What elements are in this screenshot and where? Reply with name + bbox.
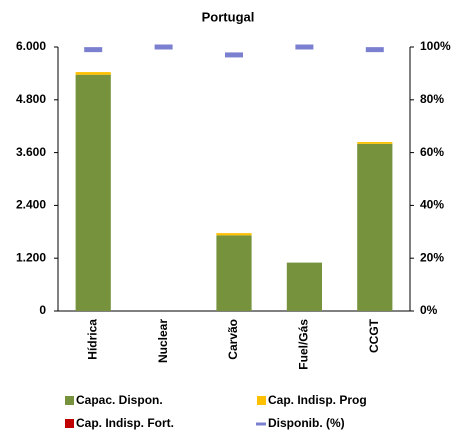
availability-marker: [225, 52, 243, 58]
x-tick-label: Carvão: [226, 319, 240, 360]
y-tick-label: 4.800: [16, 92, 46, 106]
bar-segment: [286, 262, 322, 311]
x-tick-label: Nuclear: [156, 319, 170, 363]
y2-tick-label: 60%: [420, 145, 444, 159]
legend-label: Cap. Indisp. Prog: [268, 393, 367, 407]
y-tick-label: 2.400: [16, 198, 46, 212]
x-tick-label: Fuel/Gás: [297, 319, 311, 370]
y2-tick-label: 20%: [420, 250, 444, 264]
legend-label: Disponib. (%): [268, 416, 345, 430]
y-tick-label: 6.000: [16, 39, 46, 53]
legend-swatch: [257, 396, 266, 405]
y2-tick-label: 80%: [420, 92, 444, 106]
y2-tick-label: 0%: [420, 303, 438, 317]
availability-marker: [84, 47, 103, 53]
bar-segment: [216, 235, 252, 311]
y-tick-label: 3.600: [16, 145, 46, 159]
x-tick-label: CCGT: [367, 318, 381, 353]
y2-tick-label: 100%: [420, 39, 451, 53]
legend-label: Capac. Dispon.: [76, 393, 163, 407]
legend-label: Cap. Indisp. Fort.: [76, 416, 174, 430]
chart-title: Portugal: [202, 9, 255, 24]
bar-segment: [357, 143, 393, 311]
bar-segment: [75, 74, 111, 311]
x-tick-label: Hídrica: [85, 319, 99, 360]
y2-tick-label: 40%: [420, 198, 444, 212]
bar-segment: [216, 233, 252, 236]
bar-segment: [357, 142, 393, 144]
legend-swatch: [65, 419, 74, 428]
availability-marker: [154, 44, 173, 50]
y-tick-label: 0: [39, 303, 46, 317]
y-tick-label: 1.200: [16, 250, 46, 264]
availability-marker: [365, 47, 384, 53]
availability-marker: [295, 44, 314, 50]
legend-swatch: [65, 396, 74, 405]
bar-segment: [75, 72, 111, 75]
